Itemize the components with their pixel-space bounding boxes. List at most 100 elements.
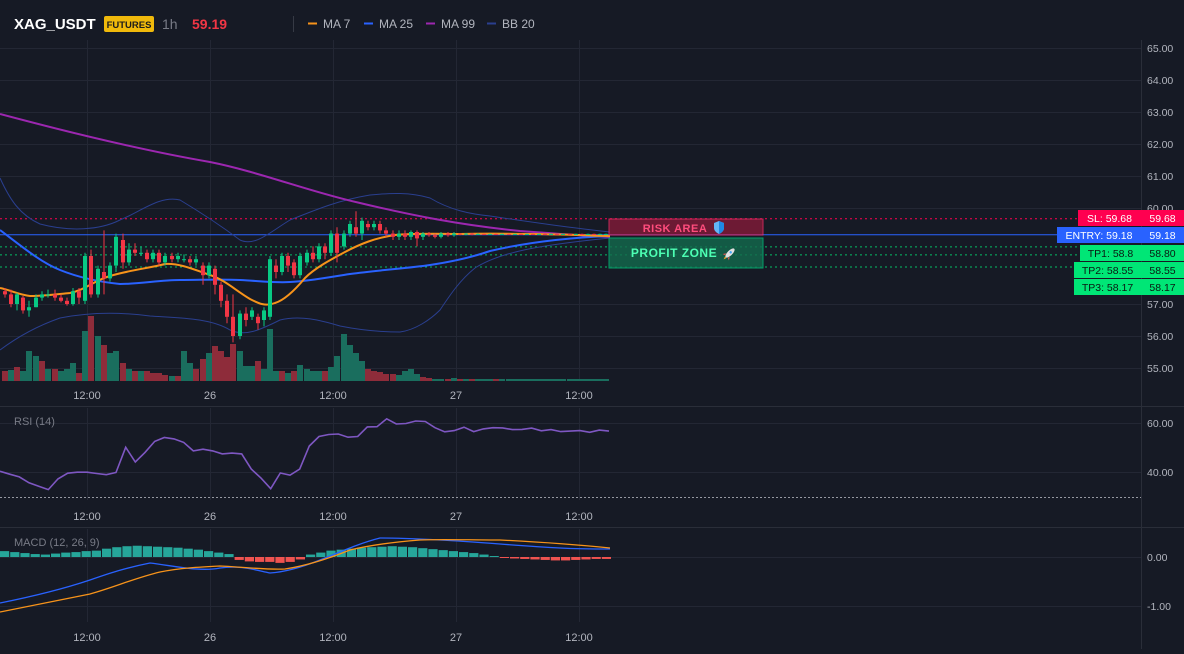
volume-bar xyxy=(536,379,542,381)
profit-zone-box[interactable]: PROFIT ZONE xyxy=(608,237,764,269)
volume-bar xyxy=(107,353,113,381)
rsi-tick-label: 60.00 xyxy=(1147,418,1173,430)
volume-bar xyxy=(218,351,224,381)
time-tick-label: 12:00 xyxy=(565,511,593,523)
time-tick-label: 26 xyxy=(204,511,216,523)
macd-hist-bar xyxy=(601,557,611,559)
signal-line xyxy=(0,538,611,613)
volume-bar xyxy=(322,371,328,381)
volume-bar xyxy=(181,351,187,381)
sl-label: SL: 59.68 xyxy=(1087,213,1132,225)
risk-area-zone[interactable]: RISK AREA xyxy=(608,218,764,236)
interval-label[interactable]: 1h xyxy=(162,16,178,32)
volume-bar xyxy=(451,378,457,381)
rsi-grid xyxy=(0,408,1141,500)
rsi-tick-label: 40.00 xyxy=(1147,467,1173,479)
indicator-legend[interactable]: MA 7 MA 25 MA 99 BB 20 xyxy=(308,17,535,31)
price-tick-label: 56.00 xyxy=(1147,331,1173,343)
volume-bar xyxy=(212,346,218,381)
volume-bar xyxy=(518,379,524,381)
macd-hist-bar xyxy=(357,547,367,557)
candle xyxy=(238,310,242,340)
macd-hist-bar xyxy=(183,548,193,557)
legend-item[interactable]: MA 25 xyxy=(364,17,413,31)
macd-hist-bar xyxy=(102,548,112,557)
volume-bar xyxy=(487,379,493,381)
candle xyxy=(470,232,474,236)
symbol-title[interactable]: XAG_USDT xyxy=(14,16,96,33)
volume-bar xyxy=(8,370,14,381)
macd-hist-bar xyxy=(418,548,428,557)
candle xyxy=(391,230,395,240)
time-tick-label: 12:00 xyxy=(565,390,593,402)
candle xyxy=(127,243,131,266)
macd-hist-bar xyxy=(255,557,265,562)
time-tick-label: 12:00 xyxy=(73,511,101,523)
candle xyxy=(500,233,504,235)
price-axis[interactable]: 65.0064.0063.0062.0061.0060.0057.0056.00… xyxy=(1147,43,1173,375)
rsi-axis: 60.00 40.00 xyxy=(1147,418,1173,479)
candle xyxy=(519,233,523,235)
macd-hist-bar xyxy=(387,546,397,557)
legend-item[interactable]: MA 99 xyxy=(426,17,475,31)
legend-item[interactable]: MA 7 xyxy=(308,17,351,31)
candle xyxy=(452,232,456,237)
volume-bar xyxy=(542,379,548,381)
candle xyxy=(488,233,492,235)
volume-bar xyxy=(243,366,249,381)
tp3-price-label: 58.17 xyxy=(1149,282,1175,294)
macd-hist-bar xyxy=(285,557,295,562)
candle xyxy=(421,232,425,240)
ma99-line xyxy=(0,113,611,238)
volume-bar xyxy=(469,379,475,381)
macd-hist-bar xyxy=(540,557,550,560)
volume-bar xyxy=(14,367,20,381)
macd-hist-bar xyxy=(397,546,407,557)
volume-bar xyxy=(33,356,39,381)
legend-item[interactable]: BB 20 xyxy=(487,17,535,31)
candle xyxy=(96,265,100,298)
volume-bar xyxy=(591,379,597,381)
volume-bar xyxy=(138,371,144,381)
candle xyxy=(170,252,174,263)
candle xyxy=(207,262,211,279)
volume-bar xyxy=(438,379,444,381)
candle xyxy=(225,294,229,324)
volume-bar xyxy=(328,367,334,381)
volume-bar xyxy=(2,371,8,381)
tp2-badge: TP2: 58.55 58.55 xyxy=(1074,262,1184,278)
macd-hist-bar xyxy=(204,551,214,557)
macd-hist-bar xyxy=(428,549,438,557)
volume-bar xyxy=(316,371,322,381)
macd-hist-bar xyxy=(20,553,30,557)
candle xyxy=(34,294,38,308)
macd-hist-bar xyxy=(51,553,61,557)
macd-hist-bar xyxy=(40,554,50,557)
macd-title: MACD (12, 26, 9) xyxy=(14,537,100,549)
volume-bar xyxy=(548,379,554,381)
sl-price-label: 59.68 xyxy=(1149,213,1175,225)
candle xyxy=(201,262,205,285)
volume-bar xyxy=(408,369,414,381)
volume-bar xyxy=(113,351,119,381)
macd-hist-bar xyxy=(193,549,203,557)
candle xyxy=(446,232,450,237)
volume-bar xyxy=(156,373,162,381)
volume-bar xyxy=(76,373,82,381)
volume-bar xyxy=(499,379,505,381)
candle xyxy=(372,220,376,231)
volume-bar xyxy=(273,371,279,381)
candle xyxy=(53,289,57,301)
candle xyxy=(102,230,106,295)
candle xyxy=(280,252,284,276)
candle xyxy=(403,230,407,240)
candle xyxy=(439,232,443,239)
volume-bar xyxy=(530,379,536,381)
tp3-badge: TP3: 58.17 58.17 xyxy=(1074,279,1184,295)
candle xyxy=(46,289,50,298)
volume-bar xyxy=(144,371,150,381)
time-axis-price-pane[interactable]: 12:00 26 12:00 27 12:00 xyxy=(73,390,593,402)
volume-bar xyxy=(597,379,603,381)
price-tick-label: 61.00 xyxy=(1147,171,1173,183)
